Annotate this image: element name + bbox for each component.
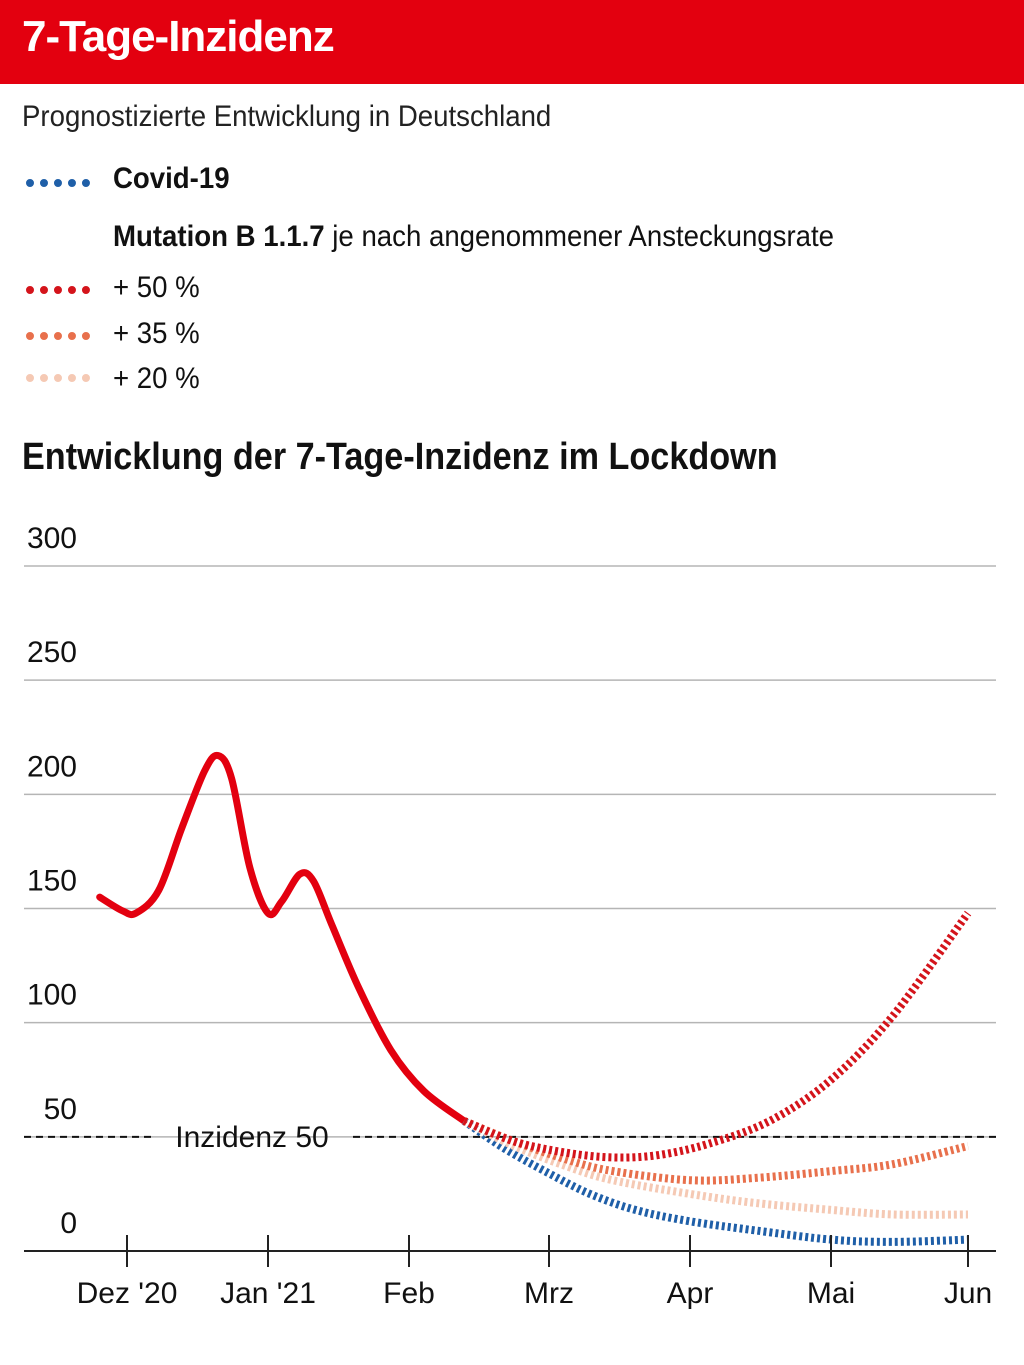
reference-layer: Inzidenz 50 — [24, 1121, 996, 1154]
y-tick-label: 300 — [27, 522, 77, 555]
header-bar: 7-Tage-Inzidenz — [0, 0, 1024, 84]
legend-swatch-20 — [26, 374, 90, 382]
series-line--20- — [462, 1117, 969, 1219]
reference-line-label: Inzidenz 50 — [175, 1121, 328, 1154]
x-tick-label: Jan '21 — [220, 1277, 316, 1310]
line-chart: Inzidenz 50 0 50 100 150 200 250 300 Dez '20 Jan… — [24, 522, 996, 1310]
x-tick-label: Jun — [944, 1277, 992, 1310]
legend-swatch-covid — [26, 179, 90, 187]
x-tick-label: Mrz — [524, 1277, 574, 1310]
y-tick-label: 200 — [27, 750, 77, 783]
y-tick-label: 150 — [27, 865, 77, 898]
y-tick-label: 250 — [27, 636, 77, 669]
legend-swatch-35 — [26, 332, 90, 340]
y-tick-label: 0 — [60, 1207, 77, 1240]
series-line--35- — [462, 1117, 969, 1185]
series-layer — [96, 751, 972, 1246]
legend-label-50: + 50 % — [113, 271, 200, 304]
legend-label-covid: Covid-19 — [113, 162, 230, 195]
x-tick-label: Feb — [383, 1277, 435, 1310]
page-subtitle: Prognostizierte Entwicklung in Deutschla… — [22, 100, 552, 133]
legend-label-20: + 20 % — [113, 362, 200, 395]
legend-swatch-50 — [26, 286, 90, 294]
grid-layer — [24, 565, 996, 1138]
series-line-covid-19 — [461, 1117, 969, 1246]
legend-label-35: + 35 % — [113, 317, 200, 350]
series-line-observed — [96, 751, 468, 1125]
x-tick-label: Mai — [807, 1277, 855, 1310]
y-tick-label: 50 — [44, 1093, 77, 1126]
x-tick-label: Dez '20 — [77, 1277, 178, 1310]
legend-mutation-rest: je nach angenommener Ansteckungsrate — [324, 220, 835, 253]
series-line--50- — [462, 910, 972, 1162]
page-title: 7-Tage-Inzidenz — [22, 12, 335, 61]
chart-title: Entwicklung der 7-Tage-Inzidenz im Lockd… — [22, 436, 778, 478]
axis-layer: 0 50 100 150 200 250 300 Dez '20 Jan '21 Feb Mrz Ap… — [24, 522, 996, 1310]
legend-mutation-bold: Mutation B 1.1.7 — [113, 220, 325, 253]
y-tick-label: 100 — [27, 979, 77, 1012]
x-tick-label: Apr — [667, 1277, 714, 1310]
